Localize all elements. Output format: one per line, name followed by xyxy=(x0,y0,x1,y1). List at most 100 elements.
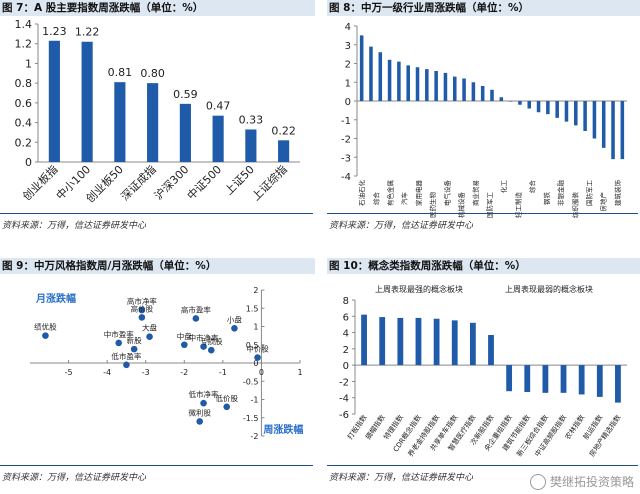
bar xyxy=(245,129,257,162)
x-tick-label: -4 xyxy=(103,368,111,377)
point-label: 中价股 xyxy=(246,344,269,354)
bar xyxy=(434,71,438,101)
bar xyxy=(278,140,290,162)
y-tick-label: 8 xyxy=(343,296,349,307)
bar xyxy=(369,46,373,101)
panel-fig10: 图 10：概念类指数周涨跌幅（单位：%） -6 -4 -2 0 2 4 6 8 上周表现最强的概… xyxy=(327,258,640,494)
bar xyxy=(508,101,513,102)
point-label: 小盘 xyxy=(227,314,242,324)
point-label: 中盘 xyxy=(177,331,192,341)
point-label: 新股 xyxy=(127,335,142,345)
x-tick-label: 1 xyxy=(297,368,302,377)
annotation: 上周表现最强的概念板块 xyxy=(375,284,463,294)
point xyxy=(138,314,146,321)
point-label: 中市净率 xyxy=(189,333,219,343)
bar xyxy=(48,40,60,162)
annotation: 上周表现最弱的概念板块 xyxy=(505,284,593,294)
y-tick-label: -1 xyxy=(341,116,351,127)
point xyxy=(200,399,207,407)
point-label: 中市盈率 xyxy=(104,329,134,339)
data-label: 1.23 xyxy=(42,25,67,38)
y-axis-title: 周涨跌幅 xyxy=(263,423,303,436)
x-tick-label: 非银金融 xyxy=(556,179,565,206)
x-tick-label: -2 xyxy=(180,368,188,377)
panel-title: 图 9：中万风格指数周/月涨跌幅（单位：%） xyxy=(0,258,315,274)
point-label: 微利股 xyxy=(188,407,211,417)
divider xyxy=(327,465,638,466)
bar xyxy=(490,89,494,101)
point-label: 低价股 xyxy=(215,393,238,403)
y-tick-label: -0.5 xyxy=(243,377,259,386)
data-label: 0.81 xyxy=(108,66,133,79)
bar xyxy=(415,67,420,101)
point-label: 低市盈率 xyxy=(111,351,141,361)
x-tick-label: 中证500 xyxy=(185,163,225,203)
y-tick-label: 1 xyxy=(253,323,258,332)
bar xyxy=(480,86,485,101)
x-tick-label: 深证成指 xyxy=(118,162,159,203)
bar xyxy=(379,317,386,366)
bar xyxy=(620,101,625,160)
x-tick-label: 轻工制造 xyxy=(513,192,522,219)
point xyxy=(123,361,130,369)
bar xyxy=(488,335,494,366)
bar xyxy=(425,69,429,101)
y-tick-label: 1 xyxy=(25,57,32,70)
x-tick-label: 综合 xyxy=(371,192,380,206)
bar xyxy=(147,83,159,162)
point xyxy=(115,339,123,347)
x-tick-label: 机械设备 xyxy=(457,192,466,219)
bar xyxy=(499,97,504,101)
bar xyxy=(518,101,522,105)
data-label: 0.80 xyxy=(140,67,165,80)
point xyxy=(200,343,207,350)
panel-title: 图 7：A 股主要指数周涨跌幅（单位：%） xyxy=(0,0,315,16)
point xyxy=(231,325,238,332)
x-tick-label: -3 xyxy=(142,368,150,377)
x-tick-label: 国防军工 xyxy=(485,192,494,219)
x-tick-label: 化工 xyxy=(499,180,508,194)
panel-fig8: 图 8：中万一级行业周涨跌幅（单位：%） -4 -3 -2 -1 0 1 2 3 4 石油石化 综合… xyxy=(327,0,640,240)
x-tick-label: -1 xyxy=(219,368,227,377)
y-tick-label: 2 xyxy=(345,60,351,71)
bar xyxy=(451,320,458,366)
y-tick-label: 0.2 xyxy=(15,136,33,149)
y-tick-label: 0 xyxy=(253,359,258,368)
bar xyxy=(378,52,383,101)
bar xyxy=(601,101,606,148)
x-tick-label: 国防军工 xyxy=(584,180,593,207)
bar xyxy=(179,103,191,162)
bar xyxy=(406,65,410,101)
x-tick-label: 沪深300 xyxy=(151,162,191,202)
watermark-text: 樊继拓投资策略 xyxy=(549,474,634,489)
point-label: 大盘 xyxy=(142,323,157,333)
bar xyxy=(615,365,621,403)
y-tick-label: -2 xyxy=(250,432,258,441)
y-tick-label: 2 xyxy=(253,286,258,295)
point-label: 亏损股 xyxy=(200,336,223,346)
bar xyxy=(583,101,587,131)
y-tick-label: 0 xyxy=(345,97,351,108)
y-tick-label: -4 xyxy=(339,394,349,405)
bar xyxy=(397,317,404,366)
bar xyxy=(81,41,93,162)
y-tick-label: 4 xyxy=(343,329,349,340)
bar xyxy=(611,101,615,160)
x-tick-label: 电气设备 xyxy=(442,180,451,207)
bar xyxy=(397,61,401,101)
x-tick-label: 0 xyxy=(259,368,264,377)
bar xyxy=(462,78,466,101)
x-tick-label: 综合 xyxy=(528,180,537,194)
panel-fig9: 图 9：中万风格指数周/月涨跌幅（单位：%） -5 -4 -3 -2 -1 0 1 -2 -1.… xyxy=(0,258,315,494)
bar xyxy=(574,101,578,126)
bar xyxy=(578,365,585,395)
chart-fig7: 00.20.40.60.811.21.41.23创业板指1.22中小1000.8… xyxy=(15,18,300,205)
bar xyxy=(433,318,440,366)
bar xyxy=(452,76,457,101)
bar xyxy=(212,115,224,162)
y-tick-label: 4 xyxy=(345,22,351,33)
panel-title: 图 10：概念类指数周涨跌幅（单位：%） xyxy=(327,258,640,274)
y-tick-label: 1.5 xyxy=(246,304,259,313)
